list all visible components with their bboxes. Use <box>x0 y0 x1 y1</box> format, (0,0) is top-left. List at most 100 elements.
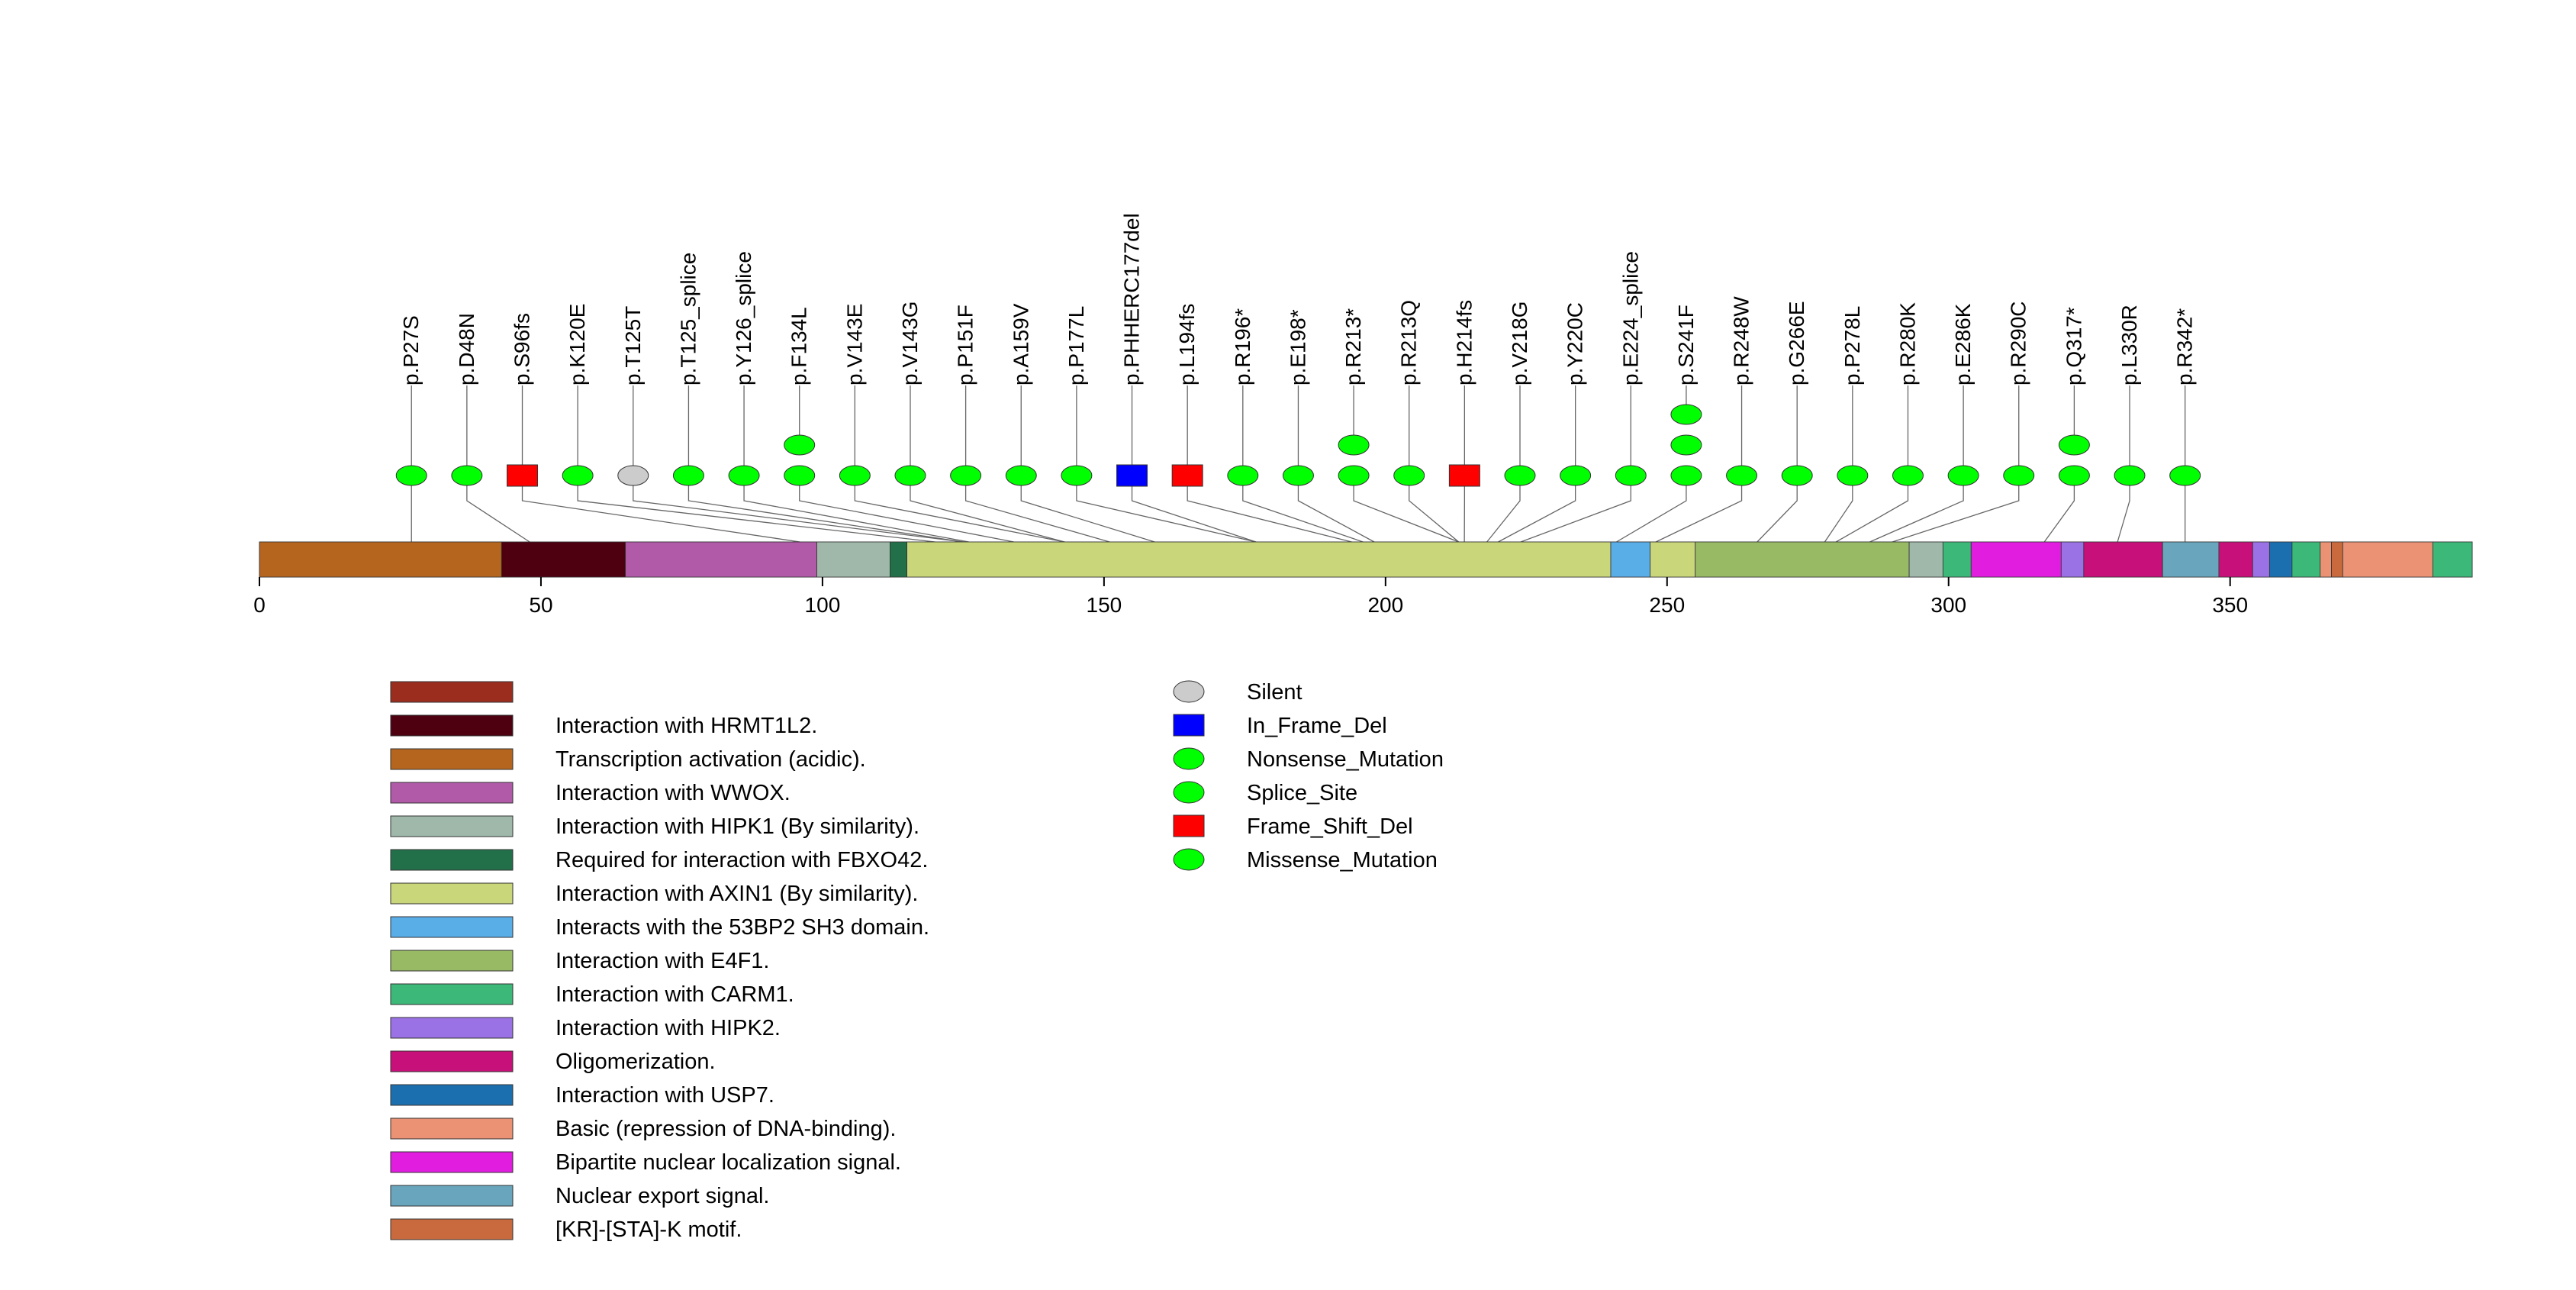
domain-block-0 <box>501 541 626 578</box>
domain-block-19 <box>2320 541 2332 578</box>
domain-legend-label-1: Interaction with HRMT1L2. <box>555 714 817 738</box>
position-axis: 0 50 100 150 200 250 300 350 <box>253 577 2248 617</box>
domain-legend-label-16: [KR]-[STA]-K motif. <box>555 1217 742 1242</box>
domain-block-4 <box>890 541 908 578</box>
domain-legend-swatch-5 <box>390 849 514 871</box>
domain-legend-swatch-6 <box>390 882 514 905</box>
mutation-label-10: p.P151F <box>954 305 977 385</box>
domain-legend-swatch-1 <box>390 714 514 737</box>
domain-block-9 <box>1908 541 1943 578</box>
mutation-marker-29-0 <box>2003 465 2035 486</box>
domain-legend-label-10: Interaction with HIPK2. <box>555 1016 781 1040</box>
domain-legend-label-4: Interaction with HIPK1 (By similarity). <box>555 814 919 839</box>
mutation-markers <box>395 404 2201 487</box>
mutation-label-30: p.Q317* <box>2062 307 2085 385</box>
mutation-legend-swatch-0 <box>1173 680 1205 703</box>
mutation-marker-17-0 <box>1338 465 1370 486</box>
mutation-marker-20-0 <box>1504 465 1536 486</box>
mutation-label-25: p.G266E <box>1785 301 1808 385</box>
mutation-marker-12-0 <box>1061 465 1093 486</box>
mutation-legend-label-4: Frame_Shift_Del <box>1247 814 1413 839</box>
mutation-label-20: p.V218G <box>1508 301 1531 385</box>
mutation-label-22: p.E224_splice <box>1618 251 1642 385</box>
mutation-label-8: p.V143E <box>842 304 866 385</box>
domain-legend-swatch-4 <box>390 815 514 837</box>
domain-block-21 <box>2342 541 2433 578</box>
domain-legend-swatch-10 <box>390 1017 514 1039</box>
domain-block-18 <box>2291 541 2321 578</box>
mutation-marker-30-1 <box>2058 434 2090 456</box>
domain-block-7 <box>1650 541 1696 578</box>
domain-block-17 <box>2268 541 2293 578</box>
axis-tick-label-350: 350 <box>2212 593 2248 617</box>
mutation-marker-15-0 <box>1227 465 1259 486</box>
domain-block-6 <box>1610 541 1651 578</box>
domain-block-16 <box>2252 541 2270 578</box>
domain-block-1 <box>259 541 502 578</box>
domain-legend-swatch-2 <box>390 748 514 770</box>
domain-legend-swatch-8 <box>390 950 514 972</box>
mutation-marker-21-0 <box>1560 465 1592 486</box>
mutation-legend-swatch-3 <box>1173 781 1205 804</box>
mutation-marker-28-0 <box>1947 465 1979 486</box>
mutation-marker-11-0 <box>1005 465 1037 486</box>
domain-block-15 <box>2218 541 2253 578</box>
domain-legend-label-13: Basic (repression of DNA-binding). <box>555 1117 896 1141</box>
mutation-label-3: p.K120E <box>565 304 589 385</box>
mutation-marker-26-0 <box>1837 465 1869 486</box>
domain-legend-label-9: Interaction with CARM1. <box>555 982 794 1007</box>
mutation-legend-label-2: Nonsense_Mutation <box>1247 747 1444 772</box>
mutation-marker-7-0 <box>784 465 816 486</box>
mutation-marker-17-1 <box>1338 434 1370 456</box>
domain-legend-swatch-16 <box>390 1218 514 1240</box>
mutation-label-2: p.S96fs <box>510 313 534 385</box>
domain-legend-label-7: Interacts with the 53BP2 SH3 domain. <box>555 915 929 940</box>
domain-block-20 <box>2331 541 2343 578</box>
mutation-label-11: p.A159V <box>1009 303 1032 385</box>
domain-block-14 <box>2162 541 2220 578</box>
mutation-label-14: p.L194fs <box>1175 304 1199 385</box>
mutation-marker-18-0 <box>1393 465 1425 486</box>
mutation-marker-8-0 <box>839 465 871 486</box>
mutation-marker-7-1 <box>784 434 816 456</box>
axis-tick-label-0: 0 <box>253 593 266 617</box>
mutation-marker-23-2 <box>1670 404 1702 425</box>
domain-legend-swatch-15 <box>390 1185 514 1207</box>
mutation-label-26: p.P278L <box>1840 306 1864 385</box>
mutation-marker-24-0 <box>1726 465 1758 486</box>
mutation-marker-2-0 <box>507 464 539 487</box>
mutation-label-28: p.E286K <box>1951 303 1975 385</box>
domain-legend-label-5: Required for interaction with FBXO42. <box>555 848 928 872</box>
mutation-label-0: p.P27S <box>399 315 423 385</box>
domain-legend-label-2: Transcription activation (acidic). <box>555 747 866 772</box>
domain-legend-label-12: Interaction with USP7. <box>555 1083 774 1108</box>
mutation-marker-27-0 <box>1892 465 1924 486</box>
mutation-marker-0-0 <box>395 465 427 486</box>
mutation-marker-10-0 <box>950 465 982 486</box>
axis-tick-label-150: 150 <box>1087 593 1122 617</box>
domain-legend-label-14: Bipartite nuclear localization signal. <box>555 1150 901 1175</box>
domain-legend-label-8: Interaction with E4F1. <box>555 949 769 973</box>
axis-tick-label-300: 300 <box>1930 593 1966 617</box>
mutation-marker-25-0 <box>1781 465 1813 486</box>
mutation-marker-14-0 <box>1171 464 1203 487</box>
domain-legend-label-15: Nuclear export signal. <box>555 1184 769 1208</box>
axis-tick-label-50: 50 <box>529 593 552 617</box>
mutation-label-21: p.Y220C <box>1563 302 1587 385</box>
domain-block-12 <box>2060 541 2085 578</box>
mutation-label-4: p.T125T <box>621 306 645 385</box>
mutation-legend-swatch-1 <box>1173 714 1205 737</box>
mutation-label-9: p.V143G <box>898 301 922 385</box>
domain-block-2 <box>625 541 817 578</box>
mutation-label-12: p.P177L <box>1064 306 1088 385</box>
mutation-legend-swatch-4 <box>1173 814 1205 837</box>
domain-legend-swatch-3 <box>390 782 514 804</box>
mutation-legend-label-0: Silent <box>1247 680 1302 705</box>
mutation-marker-16-0 <box>1282 465 1314 486</box>
domain-legend-swatch-11 <box>390 1050 514 1072</box>
domain-legend-swatch-0 <box>390 681 514 703</box>
domain-legend-swatch-13 <box>390 1117 514 1140</box>
domain-legend-swatch-9 <box>390 983 514 1005</box>
